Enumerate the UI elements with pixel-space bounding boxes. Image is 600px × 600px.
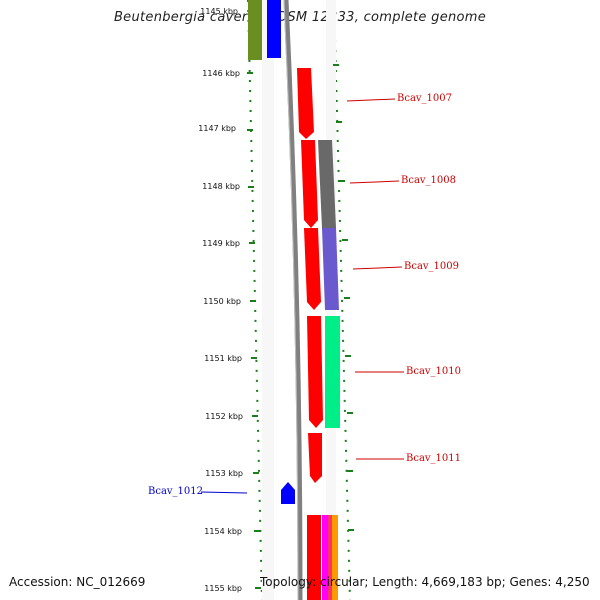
right-guide-line [333, 0, 351, 600]
gene-label-bcav-1008[interactable]: Bcav_1008 [401, 175, 456, 186]
green-feature [325, 316, 340, 428]
gene-arrow-bcav-1009[interactable] [304, 228, 321, 310]
gene-label-bcav-1010[interactable]: Bcav_1010 [406, 366, 461, 377]
leader-line [200, 491, 248, 494]
gene-arrow-bcav-1008[interactable] [301, 140, 318, 228]
tick-label: 1155 kbp [204, 584, 242, 593]
tick-label: 1151 kbp [204, 354, 242, 363]
kbp-ticks: 1146 kbp 1147 kbp 1148 kbp 1149 kbp 1150… [198, 64, 354, 593]
genome-title: Beutenbergia cavernae DSM 12333, complet… [113, 10, 487, 25]
gene-label-bcav-1011[interactable]: Bcav_1011 [406, 453, 461, 464]
tick-label-partial: 1145 kbp [200, 7, 238, 16]
backbone-highlight [283, 0, 299, 600]
genome-summary-text: Topology: circular; Length: 4,669,183 bp… [260, 575, 590, 589]
tick-label: 1152 kbp [205, 412, 243, 421]
slate-feature [322, 228, 339, 310]
pink-feature [328, 515, 332, 600]
tick-label: 1146 kbp [202, 69, 240, 78]
tick-label: 1154 kbp [204, 527, 242, 536]
magenta-feature [322, 515, 328, 600]
forward-genes [297, 68, 323, 600]
gene-arrow-next[interactable] [307, 515, 321, 600]
gene-arrow-bcav-1012[interactable] [281, 482, 295, 504]
blue-feature-top [267, 0, 281, 58]
gene-label-bcav-1012[interactable]: Bcav_1012 [148, 486, 203, 497]
tick-label: 1150 kbp [203, 297, 241, 306]
gene-label-bcav-1009[interactable]: Bcav_1009 [404, 261, 459, 272]
leader-line [349, 180, 400, 184]
grey-feature [318, 140, 336, 228]
gene-labels: Bcav_1007 Bcav_1008 Bcav_1009 Bcav_1010 … [148, 93, 461, 497]
accession-text: Accession: NC_012669 [9, 575, 146, 589]
tick-label: 1153 kbp [205, 469, 243, 478]
leader-line [352, 266, 403, 270]
tick-label: 1147 kbp [198, 124, 236, 133]
gene-arrow-bcav-1010[interactable] [307, 316, 323, 428]
gene-label-bcav-1007[interactable]: Bcav_1007 [397, 93, 452, 104]
gene-arrow-bcav-1011[interactable] [308, 433, 322, 483]
leader-line [346, 98, 396, 102]
gene-leader-lines [200, 98, 404, 494]
orange-feature [332, 515, 338, 600]
tick-label: 1149 kbp [202, 239, 240, 248]
backbone-line [283, 0, 303, 600]
tick-label: 1148 kbp [202, 182, 240, 191]
lane-left [262, 0, 274, 600]
gene-arrow-bcav-1007[interactable] [297, 68, 314, 139]
olive-feature [248, 0, 262, 60]
